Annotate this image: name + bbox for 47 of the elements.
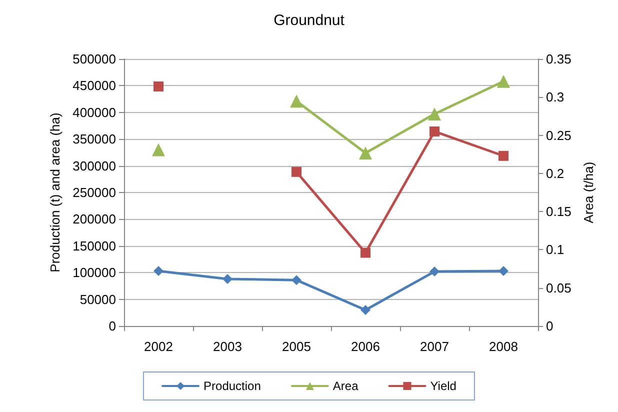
legend-label: Area	[332, 379, 359, 393]
y-tick-label: 200000	[72, 212, 116, 227]
y-tick-label: 500000	[72, 52, 116, 66]
point	[498, 150, 508, 161]
x-tick-label: 2002	[144, 339, 173, 354]
point	[359, 146, 372, 160]
point	[428, 108, 441, 120]
x-tick-label: 2006	[351, 339, 380, 354]
y2-axis-title: Area (t/ha)	[581, 162, 596, 224]
y-tick-label: 450000	[72, 78, 116, 94]
point	[292, 275, 302, 286]
point	[498, 266, 508, 276]
y2-tick-label: 0.1	[546, 242, 564, 258]
y2-tick-label: 0.2	[546, 166, 564, 181]
y2-tick-label: 0.25	[546, 128, 572, 143]
point	[152, 143, 165, 156]
point	[360, 304, 370, 315]
point	[497, 74, 510, 88]
y2-tick-label: 0.3	[546, 90, 564, 105]
point	[430, 266, 440, 277]
y2-tick-label: 0.15	[546, 204, 572, 220]
y-tick-label: 350000	[72, 132, 116, 147]
y-tick-label: 50000	[80, 292, 116, 307]
y-tick-label: 300000	[72, 158, 116, 174]
legend-label: Production	[204, 379, 261, 393]
y2-tick-label: 0	[546, 318, 554, 334]
point	[290, 94, 303, 108]
x-tick-label: 2007	[420, 339, 449, 354]
point	[154, 266, 164, 276]
y-tick-label: 0	[108, 318, 116, 334]
y-axis-title: Production (t) and area (ha)	[48, 112, 63, 272]
y-tick-label: 100000	[72, 265, 116, 280]
y2-tick-label: 0.35	[546, 52, 572, 66]
y-tick-label: 400000	[72, 104, 116, 120]
legend-label: Yield	[430, 379, 456, 393]
y-tick-label: 250000	[72, 185, 116, 200]
x-tick-label: 2003	[213, 339, 242, 354]
point	[222, 274, 232, 284]
chart-title: Groundnut	[274, 12, 346, 29]
y2-tick-label: 0.05	[546, 280, 572, 296]
x-tick-label: 2008	[489, 339, 518, 354]
x-tick-label: 2005	[282, 339, 311, 354]
point	[154, 81, 164, 92]
point	[292, 166, 302, 177]
y-tick-label: 150000	[72, 238, 116, 254]
point	[360, 248, 370, 258]
point	[430, 126, 440, 136]
